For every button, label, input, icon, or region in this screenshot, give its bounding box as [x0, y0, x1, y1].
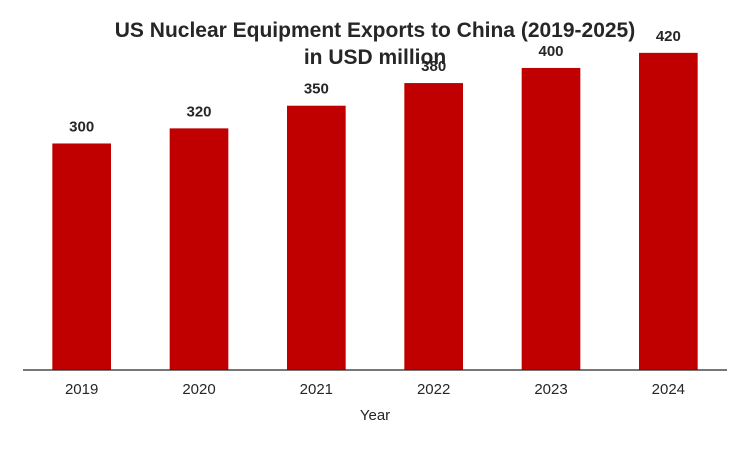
bar-2022 — [404, 83, 463, 371]
data-labels-layer: 300 320 350 380 400 420 — [69, 28, 681, 136]
data-label-2023: 400 — [538, 43, 563, 60]
x-tick-label-2022: 2022 — [417, 381, 450, 398]
x-tick-labels-layer: 2019 2020 2021 2022 2023 2024 — [65, 381, 685, 398]
x-tick-label-2020: 2020 — [182, 381, 215, 398]
data-label-2022: 380 — [421, 58, 446, 75]
chart-title: US Nuclear Equipment Exports to China (2… — [0, 17, 750, 71]
data-label-2019: 300 — [69, 118, 94, 135]
bar-2024 — [639, 52, 698, 370]
x-tick-label-2024: 2024 — [652, 381, 685, 398]
data-label-2024: 420 — [656, 28, 681, 45]
bar-2021 — [287, 105, 346, 370]
data-label-2020: 320 — [186, 103, 211, 120]
chart-title-line-1: US Nuclear Equipment Exports to China (2… — [114, 19, 636, 42]
bars-layer — [52, 52, 698, 371]
x-axis-title: Year — [360, 407, 390, 424]
bar-2023 — [521, 67, 581, 371]
chart-title-line-2: in USD million — [303, 46, 447, 69]
x-tick-label-2021: 2021 — [300, 381, 333, 398]
bar-2019 — [52, 143, 111, 370]
x-tick-label-2023: 2023 — [534, 381, 567, 398]
x-tick-label-2019: 2019 — [65, 381, 98, 398]
bar-2020 — [169, 128, 229, 370]
data-label-2021: 350 — [304, 81, 329, 98]
